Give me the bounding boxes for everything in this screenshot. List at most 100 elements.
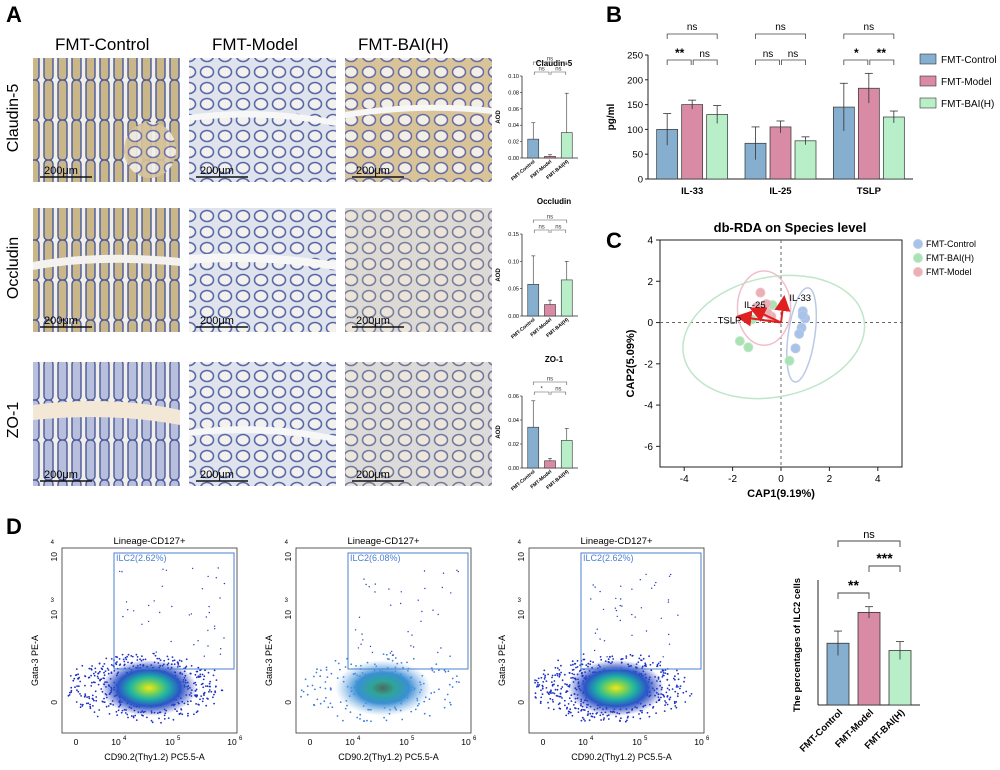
flow-event-dot (185, 658, 188, 661)
flow-event-dot (110, 658, 113, 660)
flow-event-dot (677, 692, 679, 695)
flow-event-dot (118, 664, 121, 666)
flow-event-dot (677, 686, 679, 688)
flow-event-dot (593, 716, 596, 719)
flow-y-axis-label: Gata-3 PE-A (264, 635, 274, 686)
flow-event-dot (663, 710, 666, 712)
flow-event-dot (674, 705, 677, 707)
flow-event-dot (551, 676, 553, 679)
aod-sig-bracket (550, 391, 567, 395)
aod-bar (527, 138, 540, 159)
flow-event-dot (580, 719, 583, 722)
flow-event-dot (214, 685, 217, 688)
c-x-tick-label: 4 (875, 474, 881, 485)
flow-event-dot (206, 685, 209, 688)
aod-sig-label: ns (547, 377, 553, 383)
d-sig-bracket (868, 565, 901, 572)
flow-y-tick-exponent: 4 (285, 540, 289, 546)
scalebar-label: 200μm (356, 315, 390, 327)
flow-event-dot (591, 715, 594, 718)
flow-event-dot (569, 708, 572, 711)
flow-event-dot (417, 599, 419, 601)
flow-event-dot (614, 607, 617, 609)
flow-event-dot (388, 588, 390, 590)
flow-event-dot (207, 629, 209, 632)
flow-event-dot (123, 660, 126, 663)
flow-event-dot (542, 673, 545, 675)
flow-event-dot (196, 710, 199, 712)
flow-event-dot (619, 619, 621, 622)
aod-y-tick-label: 0.02 (508, 140, 519, 146)
flow-event-dot (554, 688, 557, 691)
flow-event-dot (568, 672, 571, 674)
b-sig-label: ** (675, 46, 685, 60)
flow-x-tick-label: 10 (165, 737, 175, 747)
flow-event-dot (625, 655, 628, 657)
flow-event-dot (624, 720, 627, 723)
flow-event-dot (369, 645, 372, 648)
flow-event-dot (83, 695, 86, 698)
d-sig-bracket (837, 592, 870, 599)
flow-event-dot (88, 676, 91, 679)
aod-chart-title: ZO-1 (545, 355, 564, 364)
flow-event-dot (199, 673, 202, 676)
histology-image-claudin5-bai (345, 58, 492, 182)
c-y-tick-label: 4 (647, 236, 653, 247)
flow-event-dot (690, 693, 693, 695)
flow-event-dot (152, 652, 154, 655)
flow-event-dot (626, 719, 628, 722)
scale-bars: 200μm 200μm 200μm 200μm 200μm 200μm 200μ… (40, 165, 404, 482)
histology-image-zo1-model (189, 362, 336, 486)
flow-event-dot (631, 654, 634, 657)
flow-event-dot (201, 673, 204, 676)
flow-event-dot (202, 692, 205, 695)
flow-cytometry-plots: Lineage-CD127+ ILC2(2.62%) CD90.2(Thy1.2) … (30, 536, 710, 762)
flow-event-dot (423, 712, 426, 715)
flow-event-dot (302, 690, 305, 693)
flow-event-dot (552, 708, 555, 711)
flow-event-dot (639, 654, 642, 657)
flow-event-dot (213, 625, 216, 627)
flow-event-dot (599, 656, 602, 658)
flow-event-dot (629, 653, 632, 656)
flow-event-dot (134, 714, 137, 717)
flow-event-dot (685, 690, 688, 693)
flow-event-dot (619, 720, 621, 722)
flow-event-dot (144, 658, 147, 661)
flow-event-dot (81, 664, 84, 667)
c-y-tick-label: 2 (647, 277, 653, 288)
flow-event-dot (576, 660, 579, 662)
flow-x-tick-exponent: 5 (177, 736, 181, 742)
flow-density-core (568, 660, 664, 716)
flow-event-dot (550, 689, 552, 692)
flow-event-dot (600, 719, 602, 721)
flow-event-dot (662, 674, 664, 676)
flow-event-dot (159, 611, 161, 614)
flow-x-axis-label: CD90.2(Thy1.2) PC5.5-A (571, 752, 672, 762)
flow-y-tick-label: 10 (283, 552, 293, 562)
flow-event-dot (391, 650, 393, 653)
flow-event-dot (682, 691, 685, 694)
flow-event-dot (371, 651, 374, 654)
flow-event-dot (102, 665, 104, 668)
flow-event-dot (219, 653, 222, 655)
flow-event-dot (672, 677, 675, 680)
flow-event-dot (639, 717, 642, 720)
flow-event-dot (620, 585, 622, 587)
flow-event-dot (583, 718, 585, 721)
flow-event-dot (566, 706, 568, 709)
flow-event-dot (76, 685, 78, 687)
flow-y-tick-label: 0 (516, 700, 526, 705)
flow-ilc2-gate (580, 552, 702, 670)
flow-event-dot (674, 690, 677, 693)
scalebar-label: 200μm (200, 165, 234, 177)
c-y-tick-label: -6 (644, 442, 653, 453)
aod-bar (560, 132, 573, 159)
flow-event-dot (115, 663, 118, 666)
flow-gate-title: Lineage-CD127+ (347, 536, 420, 547)
c-ellipse-bai (682, 274, 866, 400)
flow-event-dot (69, 675, 72, 677)
flow-event-dot (547, 707, 550, 709)
flow-event-dot (84, 675, 86, 677)
